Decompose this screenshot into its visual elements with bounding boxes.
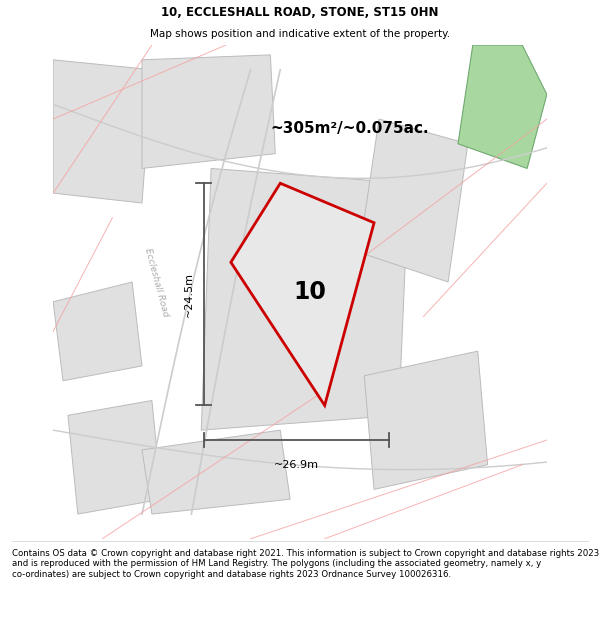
Text: 10, ECCLESHALL ROAD, STONE, ST15 0HN: 10, ECCLESHALL ROAD, STONE, ST15 0HN [161, 6, 439, 19]
Text: ~305m²/~0.075ac.: ~305m²/~0.075ac. [271, 121, 429, 136]
Polygon shape [142, 430, 290, 514]
Polygon shape [53, 60, 152, 203]
Text: ~24.5m: ~24.5m [184, 272, 194, 317]
Polygon shape [359, 119, 468, 282]
Polygon shape [68, 401, 162, 514]
Polygon shape [53, 282, 142, 381]
Polygon shape [201, 168, 409, 430]
Text: Eccleshall Road: Eccleshall Road [143, 247, 170, 318]
Text: 10: 10 [293, 280, 326, 304]
Polygon shape [364, 351, 488, 489]
Text: Map shows position and indicative extent of the property.: Map shows position and indicative extent… [150, 29, 450, 39]
Polygon shape [458, 45, 547, 168]
Polygon shape [231, 183, 374, 406]
Text: Contains OS data © Crown copyright and database right 2021. This information is : Contains OS data © Crown copyright and d… [12, 549, 599, 579]
Polygon shape [142, 55, 275, 168]
Text: ~26.9m: ~26.9m [274, 460, 319, 470]
